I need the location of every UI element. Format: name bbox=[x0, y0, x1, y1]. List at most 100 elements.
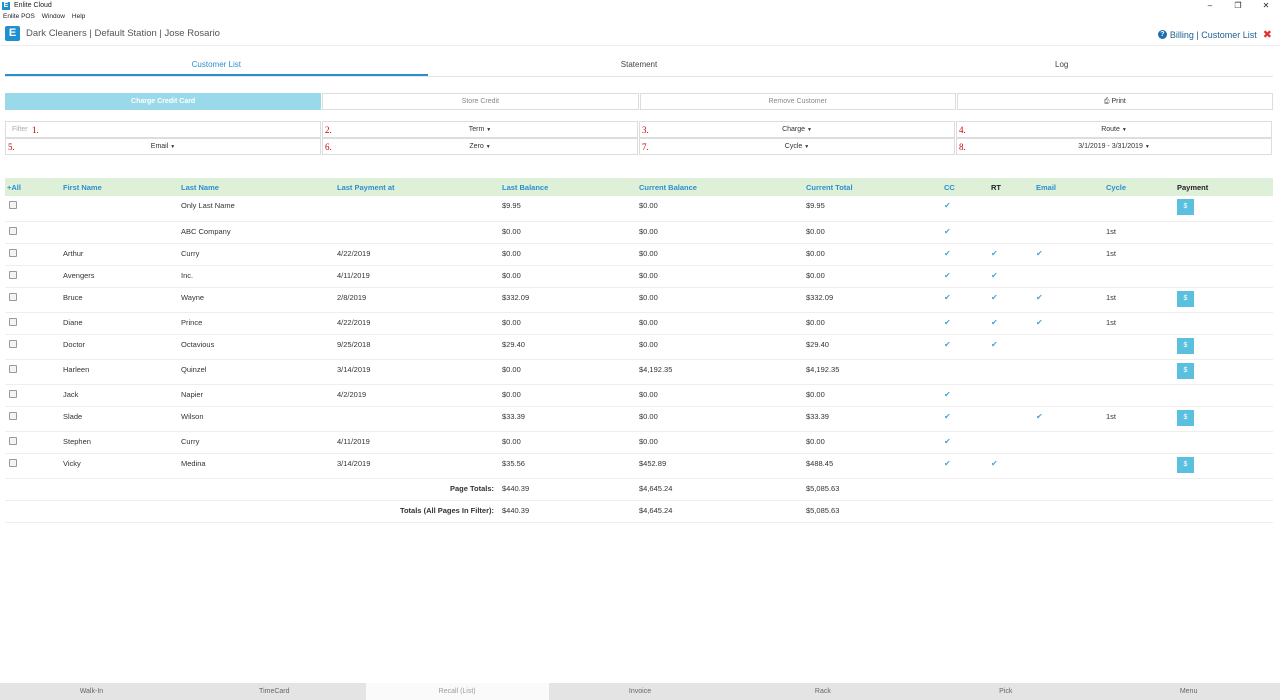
first-name-cell: Diane bbox=[61, 312, 179, 335]
zero-label: Zero bbox=[469, 143, 484, 150]
checkmark-icon: ✔ bbox=[944, 292, 951, 302]
row-checkbox-cell[interactable] bbox=[5, 384, 61, 407]
checkmark-icon: ✔ bbox=[991, 292, 998, 302]
first-name-cell: Vicky bbox=[61, 453, 179, 479]
rt-cell: ✔ bbox=[989, 243, 1034, 266]
row-checkbox[interactable] bbox=[9, 389, 17, 398]
row-checkbox[interactable] bbox=[9, 458, 17, 467]
email-dropdown[interactable]: 5. Email ▼ bbox=[5, 138, 321, 155]
cycle-cell bbox=[1104, 334, 1175, 360]
row-checkbox-cell[interactable] bbox=[5, 221, 61, 244]
payment-button[interactable]: $ bbox=[1177, 337, 1194, 354]
row-checkbox-cell[interactable] bbox=[5, 243, 61, 266]
row-checkbox[interactable] bbox=[9, 292, 17, 301]
table-row: Doctor Octavious 9/25/2018 $29.40 $0.00 $29.4… bbox=[5, 334, 1273, 360]
row-checkbox[interactable] bbox=[9, 226, 17, 235]
help-icon[interactable]: ? bbox=[1157, 30, 1167, 39]
date-range-dropdown[interactable]: 8. 3/1/2019 - 3/31/2019 ▼ bbox=[956, 138, 1272, 155]
row-checkbox[interactable] bbox=[9, 248, 17, 257]
route-dropdown[interactable]: 4. Route ▼ bbox=[956, 121, 1272, 138]
nav-menu[interactable]: Menu bbox=[1179, 688, 1198, 695]
payment-cell: $ bbox=[1175, 359, 1273, 385]
row-checkbox[interactable] bbox=[9, 411, 17, 420]
payment-cell bbox=[1175, 265, 1273, 288]
email-cell bbox=[1034, 384, 1104, 407]
last-balance-cell: $0.00 bbox=[500, 221, 637, 244]
last-name-cell: Quinzel bbox=[179, 359, 335, 385]
row-checkbox[interactable] bbox=[9, 436, 17, 445]
last-payment-header[interactable]: Last Payment at bbox=[337, 182, 395, 192]
totals-lb-cell: $440.39 bbox=[500, 478, 637, 501]
nav-invoice[interactable]: Invoice bbox=[628, 688, 652, 695]
store-credit-button[interactable]: Store Credit bbox=[322, 93, 639, 110]
first-name-cell: Harleen bbox=[61, 359, 179, 385]
row-checkbox-cell[interactable] bbox=[5, 453, 61, 479]
cc-cell: ✔ bbox=[942, 312, 989, 335]
row-checkbox[interactable] bbox=[9, 339, 17, 348]
email-header[interactable]: Email bbox=[1036, 182, 1057, 192]
row-checkbox-cell[interactable] bbox=[5, 334, 61, 360]
close-icon[interactable]: ✖ bbox=[1262, 29, 1272, 41]
nav-pick[interactable]: Pick bbox=[999, 688, 1013, 695]
tab-customer-list[interactable]: Customer List bbox=[5, 52, 428, 76]
restore-icon[interactable]: ❐ bbox=[1234, 1, 1242, 10]
cc-cell: ✔ bbox=[942, 406, 989, 432]
row-checkbox-cell[interactable] bbox=[5, 196, 61, 222]
cycle-header[interactable]: Cycle bbox=[1106, 182, 1127, 192]
row-checkbox-cell[interactable] bbox=[5, 406, 61, 432]
payment-button[interactable]: $ bbox=[1177, 456, 1194, 473]
app-header: E Dark Cleaners | Default Station | Jose… bbox=[0, 22, 1280, 46]
row-checkbox-cell[interactable] bbox=[5, 312, 61, 335]
remove-customer-button[interactable]: Remove Customer bbox=[639, 93, 956, 110]
menu-enlite-pos[interactable]: Enlite POS bbox=[3, 12, 35, 20]
minimize-icon[interactable]: – bbox=[1207, 1, 1213, 10]
print-button[interactable]: ⎙ Print bbox=[956, 93, 1273, 110]
tab-log[interactable]: Log bbox=[1055, 60, 1069, 69]
table-row: Vicky Medina 3/14/2019 $35.56 $452.89 $488.45… bbox=[5, 453, 1273, 479]
row-checkbox-cell[interactable] bbox=[5, 287, 61, 313]
close-window-icon[interactable]: ✕ bbox=[1262, 1, 1270, 10]
row-checkbox[interactable] bbox=[9, 201, 17, 209]
term-dropdown[interactable]: 2. Term ▼ bbox=[322, 121, 638, 138]
current-total-cell: $33.39 bbox=[804, 406, 942, 432]
row-checkbox-cell[interactable] bbox=[5, 431, 61, 454]
current-total-header[interactable]: Current Total bbox=[806, 182, 853, 192]
charge-credit-card-button[interactable]: Charge Credit Card bbox=[5, 93, 322, 110]
last-balance-header[interactable]: Last Balance bbox=[502, 182, 549, 192]
nav-rack[interactable]: Rack bbox=[814, 688, 831, 695]
email-cell bbox=[1034, 453, 1104, 479]
payment-button[interactable]: $ bbox=[1177, 199, 1194, 215]
payment-button[interactable]: $ bbox=[1177, 409, 1194, 426]
cycle-cell: 1st bbox=[1104, 312, 1175, 335]
row-checkbox[interactable] bbox=[9, 317, 17, 326]
row-checkbox[interactable] bbox=[9, 270, 17, 279]
charge-dropdown[interactable]: 3. Charge ▼ bbox=[639, 121, 955, 138]
nav-timecard[interactable]: TimeCard bbox=[259, 688, 290, 695]
current-balance-header[interactable]: Current Balance bbox=[639, 182, 697, 192]
select-all-header[interactable]: +All bbox=[7, 182, 21, 192]
rt-cell bbox=[989, 221, 1034, 244]
row-checkbox-cell[interactable] bbox=[5, 265, 61, 288]
cycle-dropdown[interactable]: 7. Cycle ▼ bbox=[639, 138, 955, 155]
nav-walk-in[interactable]: Walk-In bbox=[79, 688, 104, 695]
payment-button[interactable]: $ bbox=[1177, 362, 1194, 379]
nav-recall-list[interactable]: Recall (List) bbox=[365, 683, 549, 700]
row-checkbox-cell[interactable] bbox=[5, 359, 61, 385]
menu-help[interactable]: Help bbox=[71, 12, 86, 20]
rt-cell: ✔ bbox=[989, 312, 1034, 335]
breadcrumb[interactable]: Billing | Customer List bbox=[1169, 29, 1257, 40]
last-name-header[interactable]: Last Name bbox=[181, 182, 219, 192]
payment-cell bbox=[1175, 312, 1273, 335]
row-checkbox[interactable] bbox=[9, 364, 17, 373]
caret-down-icon: ▼ bbox=[486, 127, 492, 133]
menu-window[interactable]: Window bbox=[41, 12, 65, 20]
first-name-header[interactable]: First Name bbox=[63, 182, 102, 192]
checkmark-icon: ✔ bbox=[1036, 411, 1043, 421]
filter-number: 5. bbox=[8, 142, 15, 152]
payment-button[interactable]: $ bbox=[1177, 290, 1194, 307]
cc-header[interactable]: CC bbox=[944, 182, 955, 192]
caret-down-icon: ▼ bbox=[1121, 127, 1127, 133]
filter-input[interactable]: Filter 1. bbox=[5, 121, 321, 138]
tab-statement[interactable]: Statement bbox=[620, 60, 658, 69]
zero-dropdown[interactable]: 6. Zero ▼ bbox=[322, 138, 638, 155]
